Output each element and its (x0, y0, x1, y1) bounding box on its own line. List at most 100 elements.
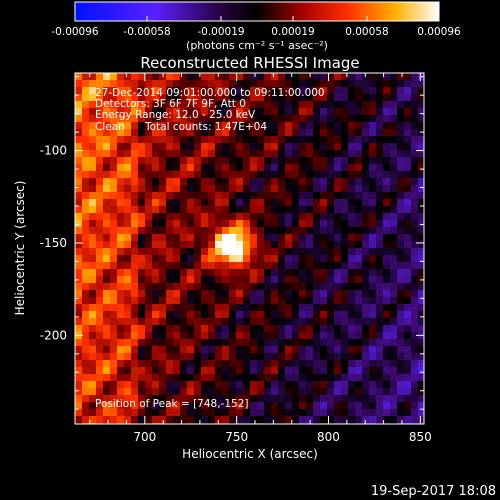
heatmap-cell (138, 122, 145, 129)
heatmap-cell (187, 101, 194, 108)
heatmap-cell (243, 101, 250, 108)
heatmap-cell (341, 262, 348, 269)
heatmap-cell (397, 416, 404, 423)
heatmap-cell (222, 73, 229, 80)
heatmap-cell (208, 262, 215, 269)
heatmap-cell (152, 143, 159, 150)
heatmap-cell (89, 213, 96, 220)
heatmap-cell (257, 136, 264, 143)
heatmap-cell (180, 395, 187, 402)
heatmap-cell (264, 199, 271, 206)
heatmap-cell (264, 311, 271, 318)
heatmap-cell (418, 108, 424, 115)
heatmap-cell (194, 150, 201, 157)
heatmap-cell (96, 276, 103, 283)
heatmap-cell (411, 234, 418, 241)
heatmap-cell (173, 255, 180, 262)
heatmap-cell (313, 339, 320, 346)
heatmap-cell (222, 367, 229, 374)
heatmap-cell (124, 94, 131, 101)
heatmap-cell (82, 297, 89, 304)
heatmap-cell (306, 87, 313, 94)
heatmap-cell (75, 150, 82, 157)
heatmap-cell (180, 178, 187, 185)
heatmap-cell (117, 367, 124, 374)
heatmap-cell (292, 220, 299, 227)
heatmap-cell (348, 206, 355, 213)
heatmap-cell (124, 409, 131, 416)
heatmap-cell (362, 248, 369, 255)
heatmap-cell (271, 206, 278, 213)
heatmap-cell (117, 199, 124, 206)
heatmap-cell (250, 80, 257, 87)
heatmap-cell (369, 318, 376, 325)
heatmap-cell (180, 339, 187, 346)
heatmap-cell (313, 416, 320, 423)
heatmap-cell (250, 367, 257, 374)
heatmap-cell (341, 164, 348, 171)
heatmap-cell (278, 332, 285, 339)
heatmap-cell (166, 360, 173, 367)
heatmap-cell (341, 206, 348, 213)
heatmap-cell (306, 346, 313, 353)
heatmap-cell (96, 297, 103, 304)
heatmap-cell (75, 248, 82, 255)
heatmap-cell (397, 297, 404, 304)
heatmap-cell (264, 276, 271, 283)
heatmap-cell (278, 80, 285, 87)
heatmap-cell (243, 178, 250, 185)
heatmap-cell (299, 178, 306, 185)
heatmap-cell (418, 381, 424, 388)
heatmap-cell (173, 416, 180, 423)
heatmap-cell (334, 220, 341, 227)
heatmap-cell (194, 220, 201, 227)
heatmap-cell (75, 381, 82, 388)
heatmap-cell (75, 388, 82, 395)
heatmap-cell (369, 157, 376, 164)
heatmap-cell (299, 297, 306, 304)
heatmap-cell (243, 220, 250, 227)
heatmap-cell (369, 241, 376, 248)
heatmap-cell (229, 395, 236, 402)
heatmap-cell (376, 297, 383, 304)
heatmap-cell (236, 234, 243, 241)
heatmap-cell (369, 73, 376, 80)
heatmap-cell (145, 276, 152, 283)
heatmap-cell (390, 402, 397, 409)
heatmap-cell (124, 269, 131, 276)
heatmap-cell (131, 269, 138, 276)
heatmap-cell (194, 353, 201, 360)
heatmap-cell (313, 311, 320, 318)
heatmap-cell (397, 402, 404, 409)
heatmap-cell (264, 248, 271, 255)
heatmap-cell (145, 87, 152, 94)
heatmap-cell (390, 87, 397, 94)
heatmap-cell (285, 395, 292, 402)
heatmap-cell (131, 353, 138, 360)
heatmap-cell (285, 136, 292, 143)
heatmap-cell (236, 157, 243, 164)
heatmap-cell (103, 150, 110, 157)
heatmap-cell (327, 136, 334, 143)
heatmap-cell (82, 318, 89, 325)
heatmap-cell (264, 171, 271, 178)
heatmap-cell (285, 199, 292, 206)
heatmap-cell (96, 353, 103, 360)
heatmap-cell (89, 255, 96, 262)
heatmap-cell (96, 213, 103, 220)
heatmap-cell (285, 241, 292, 248)
heatmap-cell (376, 122, 383, 129)
heatmap-cell (355, 157, 362, 164)
heatmap-cell (229, 143, 236, 150)
heatmap-cell (110, 332, 117, 339)
heatmap-cell (124, 297, 131, 304)
heatmap-cell (103, 318, 110, 325)
heatmap-cell (75, 416, 82, 423)
heatmap-cell (355, 206, 362, 213)
heatmap-cell (383, 171, 390, 178)
heatmap-cell (124, 381, 131, 388)
heatmap-cell (117, 206, 124, 213)
heatmap-cell (103, 311, 110, 318)
heatmap-cell (236, 73, 243, 80)
heatmap-cell (341, 101, 348, 108)
